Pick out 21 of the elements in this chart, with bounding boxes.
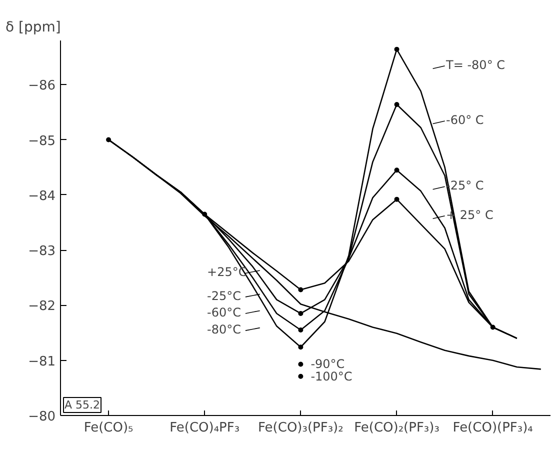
y-tick-label: −82 (28, 299, 56, 314)
legend-label: -80°C (207, 322, 242, 337)
annotation: T= -80° C (445, 58, 506, 72)
y-axis-title: δ [ppm] (6, 20, 61, 36)
annotation: -60° C (446, 113, 484, 128)
series-label: -100°C (310, 369, 352, 384)
y-tick-label: −83 (28, 244, 56, 260)
annotation: A 55.2 (64, 398, 100, 412)
x-tick-label: Fe(CO)₃(PF₃)₂ (258, 420, 344, 436)
legend-label: -25°C (207, 288, 242, 303)
y-tick-label: −84 (28, 188, 56, 204)
y-tick-label: −85 (28, 134, 56, 149)
series-label: -90°C (310, 357, 345, 372)
x-tick-label: Fe(CO)₅ (84, 420, 134, 436)
x-tick-label: Fe(CO)(PF₃)₄ (452, 420, 533, 436)
y-tick-label: −86 (28, 78, 56, 94)
y-tick-label: −80 (28, 410, 56, 424)
x-tick-label: Fe(CO)₄PF₃ (170, 420, 240, 436)
legend-label: -60°C (207, 305, 242, 320)
y-tick-label: −81 (28, 354, 56, 370)
x-tick-label: Fe(CO)₂(PF₃)₃ (354, 420, 440, 436)
